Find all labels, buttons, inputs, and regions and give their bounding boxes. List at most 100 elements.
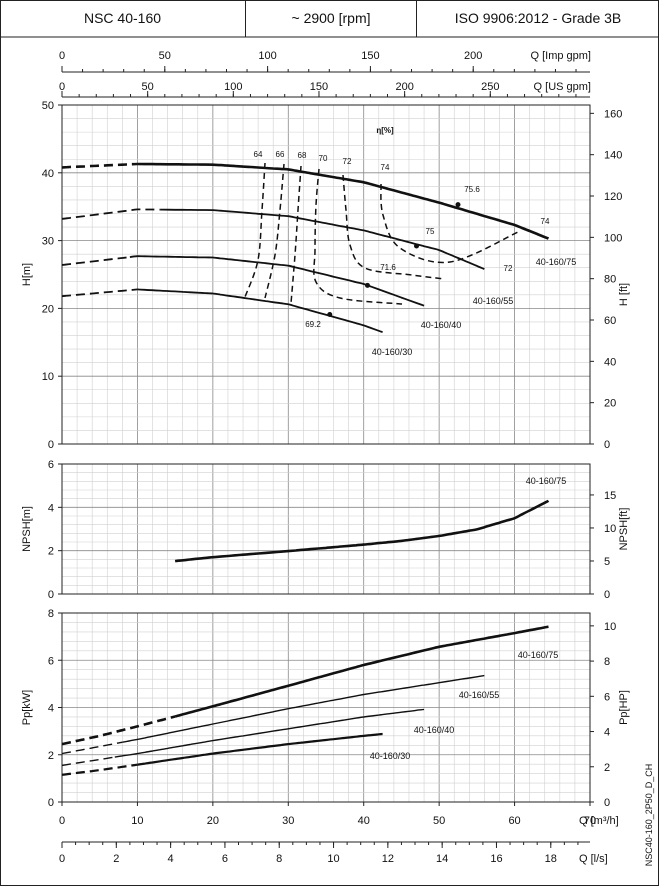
y-tick-label: 0 [48, 439, 54, 451]
curve-40-160-75 [174, 499, 550, 563]
bep-marker [364, 282, 370, 288]
curve-40-160-30 [137, 288, 383, 333]
curve-label: 40-160/55 [459, 690, 500, 700]
x-tick-label: 10 [131, 815, 143, 827]
y-tick-label: 0 [48, 589, 54, 601]
efficiency-label: 74 [381, 163, 390, 172]
y2-tick-label: 4 [604, 727, 610, 739]
x-axis-label: Q [m³/h] [579, 815, 619, 827]
y2-tick-label: 0 [604, 589, 610, 601]
curve-dashed [61, 756, 115, 767]
x2-tick-label: 12 [382, 853, 394, 865]
efficiency-label: 70 [319, 154, 328, 163]
efficiency-isoline [380, 183, 519, 264]
curve-dashed [61, 715, 176, 746]
curve-label: 40-160/40 [414, 725, 455, 735]
top-axis-tick-label: 250 [481, 81, 499, 93]
curve-40-160-40 [129, 255, 425, 307]
efficiency-label: 71.6 [380, 263, 396, 272]
efficiency-label: 72 [343, 157, 352, 166]
y-tick-label: 0 [48, 797, 54, 809]
y2-tick-label: 10 [604, 523, 616, 535]
header-divider [245, 0, 246, 37]
bep-marker [327, 312, 333, 318]
top-axis-tick-label: 200 [464, 50, 482, 62]
y2-tick-label: 6 [604, 691, 610, 703]
curve-dashed [61, 288, 138, 298]
curve-label: 40-160/75 [518, 650, 559, 660]
top-axis-tick-label: 100 [258, 50, 276, 62]
document-code: NSC40-160_2P50_D_CH [644, 764, 654, 867]
y2-tick-label: 10 [604, 621, 616, 633]
x2-tick-label: 0 [59, 853, 65, 865]
grid [61, 463, 591, 595]
curve-label: 40-160/55 [473, 296, 514, 306]
curve-label: 40-160/75 [536, 257, 577, 267]
x-tick-label: 60 [508, 815, 520, 827]
y2-tick-label: 160 [604, 108, 622, 120]
efficiency-label: 64 [254, 150, 263, 159]
top-axis-tick-label: 100 [224, 81, 242, 93]
efficiency-label: 75 [426, 227, 435, 236]
x2-tick-label: 14 [436, 853, 448, 865]
efficiency-label: 74 [541, 217, 550, 226]
y2-tick-label: 8 [604, 656, 610, 668]
y-tick-label: 10 [42, 371, 54, 383]
top-axis-label: Q [US gpm] [534, 81, 591, 93]
x-tick-label: 70 [584, 815, 596, 827]
y-tick-label: 4 [48, 703, 54, 715]
x2-tick-label: 10 [327, 853, 339, 865]
top-axis-tick-label: 0 [59, 81, 65, 93]
y2-tick-label: 0 [604, 439, 610, 451]
y2-axis-label: H [ft] [618, 283, 630, 306]
x2-tick-label: 2 [113, 853, 119, 865]
y2-tick-label: 60 [604, 315, 616, 327]
curve-label: 40-160/30 [372, 347, 413, 357]
y-tick-label: 50 [42, 100, 54, 112]
curve-40-160-75 [174, 625, 549, 718]
top-axis-tick-label: 50 [159, 50, 171, 62]
y-axis-label: NPSH[m] [21, 506, 33, 552]
efficiency-isoline [313, 168, 403, 305]
y-tick-label: 20 [42, 303, 54, 315]
x-tick-label: 50 [433, 815, 445, 827]
curve-label: 40-160/40 [421, 320, 462, 330]
top-axis-tick-label: 200 [395, 81, 413, 93]
curve-dashed [61, 741, 123, 755]
y2-tick-label: 120 [604, 191, 622, 203]
x2-tick-label: 8 [276, 853, 282, 865]
y2-tick-label: 80 [604, 274, 616, 286]
y2-tick-label: 5 [604, 556, 610, 568]
curve-label: 40-160/30 [370, 751, 411, 761]
curve-dashed [61, 763, 138, 776]
top-axis-label: Q [Imp gpm] [530, 50, 591, 62]
y2-tick-label: 0 [604, 797, 610, 809]
y-tick-label: 4 [48, 502, 54, 514]
x-tick-label: 20 [207, 815, 219, 827]
x2-axis-label: Q [l/s] [579, 853, 608, 865]
y2-tick-label: 2 [604, 762, 610, 774]
bep-marker [414, 243, 420, 249]
x2-tick-label: 18 [545, 853, 557, 865]
speed-label: ~ 2900 [rpm] [291, 10, 371, 26]
curve-40-160-40 [114, 708, 425, 758]
top-axis-tick-label: 150 [310, 81, 328, 93]
x2-tick-label: 6 [222, 853, 228, 865]
curve-label: 40-160/75 [526, 476, 567, 486]
x2-tick-label: 16 [490, 853, 502, 865]
y2-tick-label: 15 [604, 490, 616, 502]
curve-40-160-55 [160, 208, 485, 270]
top-axis-tick-label: 0 [59, 50, 65, 62]
efficiency-label: 66 [276, 150, 285, 159]
y2-tick-label: 20 [604, 398, 616, 410]
curve-dashed [61, 208, 161, 220]
bep-marker [455, 202, 461, 208]
top-axis-tick-label: 150 [361, 50, 379, 62]
y-tick-label: 6 [48, 459, 54, 471]
y2-tick-label: 40 [604, 356, 616, 368]
y2-axis-label: Pp[HP] [618, 690, 630, 725]
y-tick-label: 40 [42, 168, 54, 180]
y-tick-label: 6 [48, 655, 54, 667]
y2-tick-label: 100 [604, 232, 622, 244]
